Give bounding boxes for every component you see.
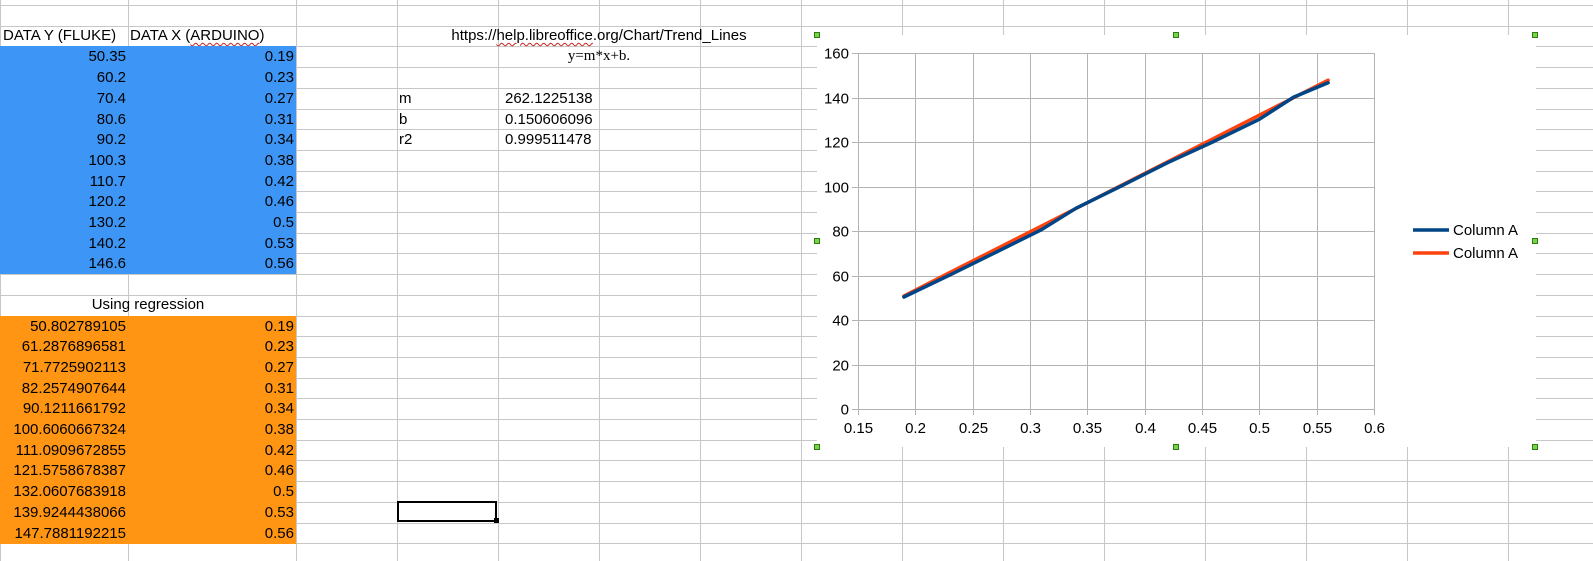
header-data-y[interactable]: DATA Y (FLUKE) bbox=[3, 27, 117, 44]
link-prefix: https:// bbox=[451, 27, 497, 44]
measured-y-cell[interactable]: 100.3 bbox=[0, 150, 128, 171]
regression-x-cell[interactable]: 0.27 bbox=[128, 357, 296, 378]
regression-x-cell[interactable]: 0.53 bbox=[128, 502, 296, 523]
regression-y-cell[interactable]: 121.5758678387 bbox=[0, 460, 128, 481]
chart-xtick-label: 0.55 bbox=[1303, 420, 1332, 437]
chart-series-line-0 bbox=[902, 81, 1330, 299]
measured-y-cell[interactable]: 140.2 bbox=[0, 233, 128, 254]
chart-xtick-label: 0.45 bbox=[1188, 420, 1217, 437]
measured-x-cell[interactable]: 0.53 bbox=[128, 233, 296, 254]
chart-handle-bottom-left[interactable] bbox=[814, 444, 820, 450]
measured-y-cell[interactable]: 120.2 bbox=[0, 191, 128, 212]
param-label-r2[interactable]: r2 bbox=[399, 131, 413, 148]
chart-ytick-label: 80 bbox=[832, 224, 849, 241]
regression-x-cell[interactable]: 0.38 bbox=[128, 419, 296, 440]
chart-ytick-label: 40 bbox=[832, 313, 849, 330]
measured-x-cell[interactable]: 0.46 bbox=[128, 191, 296, 212]
regression-x-cell[interactable]: 0.5 bbox=[128, 481, 296, 502]
regression-x-cell[interactable]: 0.42 bbox=[128, 440, 296, 461]
link-word: help.libreoffice bbox=[496, 27, 593, 44]
measured-y-cell[interactable]: 90.2 bbox=[0, 129, 128, 150]
formula-cell[interactable]: y=m*x+b. bbox=[567, 48, 631, 64]
regression-x-cell[interactable]: 0.34 bbox=[128, 398, 296, 419]
chart-ytick-label: 20 bbox=[832, 358, 849, 375]
param-label-m[interactable]: m bbox=[399, 90, 412, 107]
regression-x-cell[interactable]: 0.46 bbox=[128, 460, 296, 481]
chart-xtick-label: 0.25 bbox=[959, 420, 988, 437]
line-chart[interactable]: 0 20 40 60 80 100 120 140 160 0.15 0.2 0.25 0.3 0.35 0… bbox=[817, 35, 1536, 447]
regression-y-cell[interactable]: 61.2876896581 bbox=[0, 336, 128, 357]
measured-x-cell[interactable]: 0.38 bbox=[128, 150, 296, 171]
regression-y-cell[interactable]: 100.6060667324 bbox=[0, 419, 128, 440]
chart-xtick-label: 0.4 bbox=[1135, 420, 1156, 437]
measured-y-cell[interactable]: 80.6 bbox=[0, 109, 128, 130]
measured-y-cell[interactable]: 60.2 bbox=[0, 67, 128, 88]
measured-x-cell[interactable]: 0.42 bbox=[128, 171, 296, 192]
measured-x-cell[interactable]: 0.27 bbox=[128, 88, 296, 109]
chart-ytick-label: 0 bbox=[841, 402, 849, 419]
measured-x-cell[interactable]: 0.34 bbox=[128, 129, 296, 150]
measured-y-cell[interactable]: 50.35 bbox=[0, 46, 128, 67]
measured-x-cell[interactable]: 0.23 bbox=[128, 67, 296, 88]
regression-y-cell[interactable]: 132.0607683918 bbox=[0, 481, 128, 502]
chart-handle-top-center[interactable] bbox=[1173, 32, 1179, 38]
chart-handle-middle-left[interactable] bbox=[814, 238, 820, 244]
measured-y-cell[interactable]: 110.7 bbox=[0, 171, 128, 192]
regression-y-cell[interactable]: 147.7881192215 bbox=[0, 523, 128, 544]
chart-ytick-label: 120 bbox=[824, 135, 849, 152]
chart-canvas: 0 20 40 60 80 100 120 140 160 0.15 0.2 0.25 0.3 0.35 0… bbox=[824, 46, 1518, 438]
chart-xtick-label: 0.5 bbox=[1249, 420, 1270, 437]
regression-y-cell[interactable]: 71.7725902113 bbox=[0, 357, 128, 378]
chart-handle-middle-right[interactable] bbox=[1532, 238, 1538, 244]
regression-y-cell[interactable]: 111.0909672855 bbox=[0, 440, 128, 461]
link-suffix: .org/Chart/Trend_Lines bbox=[592, 27, 747, 44]
chart-ytick-label: 160 bbox=[824, 46, 849, 63]
regression-title[interactable]: Using regression bbox=[91, 296, 205, 313]
trend-lines-link-cell[interactable]: https://help.libreoffice.org/Chart/Trend… bbox=[397, 25, 801, 46]
param-label-b[interactable]: b bbox=[399, 111, 408, 128]
fill-handle[interactable] bbox=[494, 518, 499, 523]
chart-handle-bottom-center[interactable] bbox=[1173, 444, 1179, 450]
measured-x-cell[interactable]: 0.31 bbox=[128, 109, 296, 130]
chart-xtick-label: 0.6 bbox=[1364, 420, 1385, 437]
legend-label-1: Column A bbox=[1453, 245, 1518, 262]
chart-xtick-label: 0.3 bbox=[1020, 420, 1041, 437]
measured-y-cell[interactable]: 130.2 bbox=[0, 212, 128, 233]
chart-handle-bottom-right[interactable] bbox=[1532, 444, 1538, 450]
selected-cell-cursor[interactable] bbox=[397, 501, 497, 522]
header-data-x-prefix: DATA X ( bbox=[130, 27, 191, 44]
measured-y-cell[interactable]: 146.6 bbox=[0, 253, 128, 274]
measured-x-cell[interactable]: 0.56 bbox=[128, 253, 296, 274]
measured-y-cell[interactable]: 70.4 bbox=[0, 88, 128, 109]
chart-handle-top-left[interactable] bbox=[814, 32, 820, 38]
header-data-x[interactable]: DATA X (ARDUINO) bbox=[128, 25, 296, 46]
regression-x-cell[interactable]: 0.31 bbox=[128, 378, 296, 399]
chart-ytick-label: 100 bbox=[824, 180, 849, 197]
chart-ytick-label: 140 bbox=[824, 91, 849, 108]
measured-x-cell[interactable]: 0.5 bbox=[128, 212, 296, 233]
regression-x-cell[interactable]: 0.56 bbox=[128, 523, 296, 544]
chart-ytick-label: 60 bbox=[832, 269, 849, 286]
chart-xtick-label: 0.2 bbox=[905, 420, 926, 437]
param-value-b[interactable]: 0.150606096 bbox=[505, 111, 593, 128]
chart-xtick-label: 0.35 bbox=[1073, 420, 1102, 437]
regression-y-cell[interactable]: 90.1211661792 bbox=[0, 398, 128, 419]
chart-handle-top-right[interactable] bbox=[1532, 32, 1538, 38]
regression-x-cell[interactable]: 0.19 bbox=[128, 316, 296, 337]
header-data-x-suffix: ) bbox=[259, 27, 265, 44]
regression-y-cell[interactable]: 82.2574907644 bbox=[0, 378, 128, 399]
legend-label-0: Column A bbox=[1453, 222, 1518, 239]
regression-y-cell[interactable]: 139.9244438066 bbox=[0, 502, 128, 523]
chart-xtick-label: 0.15 bbox=[844, 420, 873, 437]
regression-x-cell[interactable]: 0.23 bbox=[128, 336, 296, 357]
param-value-r2[interactable]: 0.999511478 bbox=[505, 131, 592, 148]
regression-y-cell[interactable]: 50.802789105 bbox=[0, 316, 128, 337]
param-value-m[interactable]: 262.1225138 bbox=[505, 90, 593, 107]
header-data-x-word: ARDUINO bbox=[190, 27, 260, 44]
measured-x-cell[interactable]: 0.19 bbox=[128, 46, 296, 67]
